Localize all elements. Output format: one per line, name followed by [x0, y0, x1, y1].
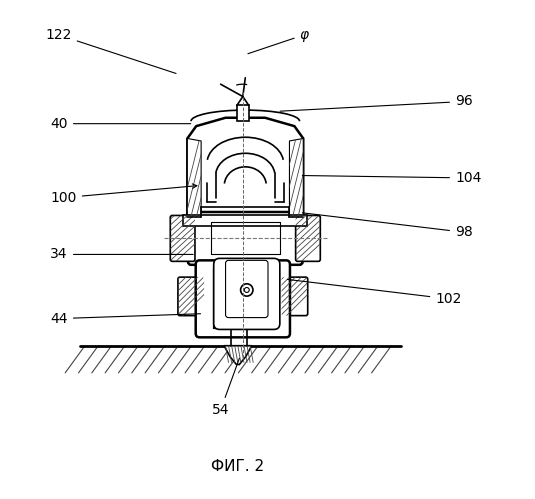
Text: 122: 122 — [45, 28, 176, 73]
FancyBboxPatch shape — [178, 277, 204, 316]
FancyBboxPatch shape — [213, 258, 280, 329]
Text: 102: 102 — [287, 279, 462, 306]
Text: 54: 54 — [212, 358, 239, 417]
Polygon shape — [187, 118, 303, 218]
FancyBboxPatch shape — [178, 277, 204, 316]
FancyBboxPatch shape — [281, 277, 308, 316]
Polygon shape — [289, 139, 303, 218]
Polygon shape — [213, 267, 275, 328]
Polygon shape — [224, 346, 251, 364]
Text: 96: 96 — [280, 94, 473, 111]
Text: 104: 104 — [302, 171, 482, 185]
Bar — [184, 216, 307, 227]
Text: 40: 40 — [50, 117, 190, 131]
FancyBboxPatch shape — [296, 216, 320, 261]
Text: 34: 34 — [50, 248, 193, 261]
Polygon shape — [187, 139, 201, 218]
Text: 100: 100 — [50, 184, 197, 205]
FancyBboxPatch shape — [170, 216, 195, 261]
Polygon shape — [187, 139, 201, 218]
Polygon shape — [289, 139, 303, 218]
Ellipse shape — [241, 284, 253, 296]
FancyBboxPatch shape — [170, 216, 195, 261]
FancyBboxPatch shape — [296, 216, 320, 261]
FancyBboxPatch shape — [188, 212, 302, 265]
Text: 44: 44 — [50, 311, 201, 325]
Text: ФИГ. 2: ФИГ. 2 — [211, 459, 264, 474]
FancyBboxPatch shape — [226, 260, 268, 317]
Ellipse shape — [244, 287, 249, 292]
FancyBboxPatch shape — [196, 260, 290, 337]
FancyBboxPatch shape — [281, 277, 308, 316]
Text: 98: 98 — [302, 213, 473, 239]
Text: φ: φ — [248, 28, 309, 54]
Bar — [237, 105, 249, 121]
Polygon shape — [213, 267, 275, 328]
